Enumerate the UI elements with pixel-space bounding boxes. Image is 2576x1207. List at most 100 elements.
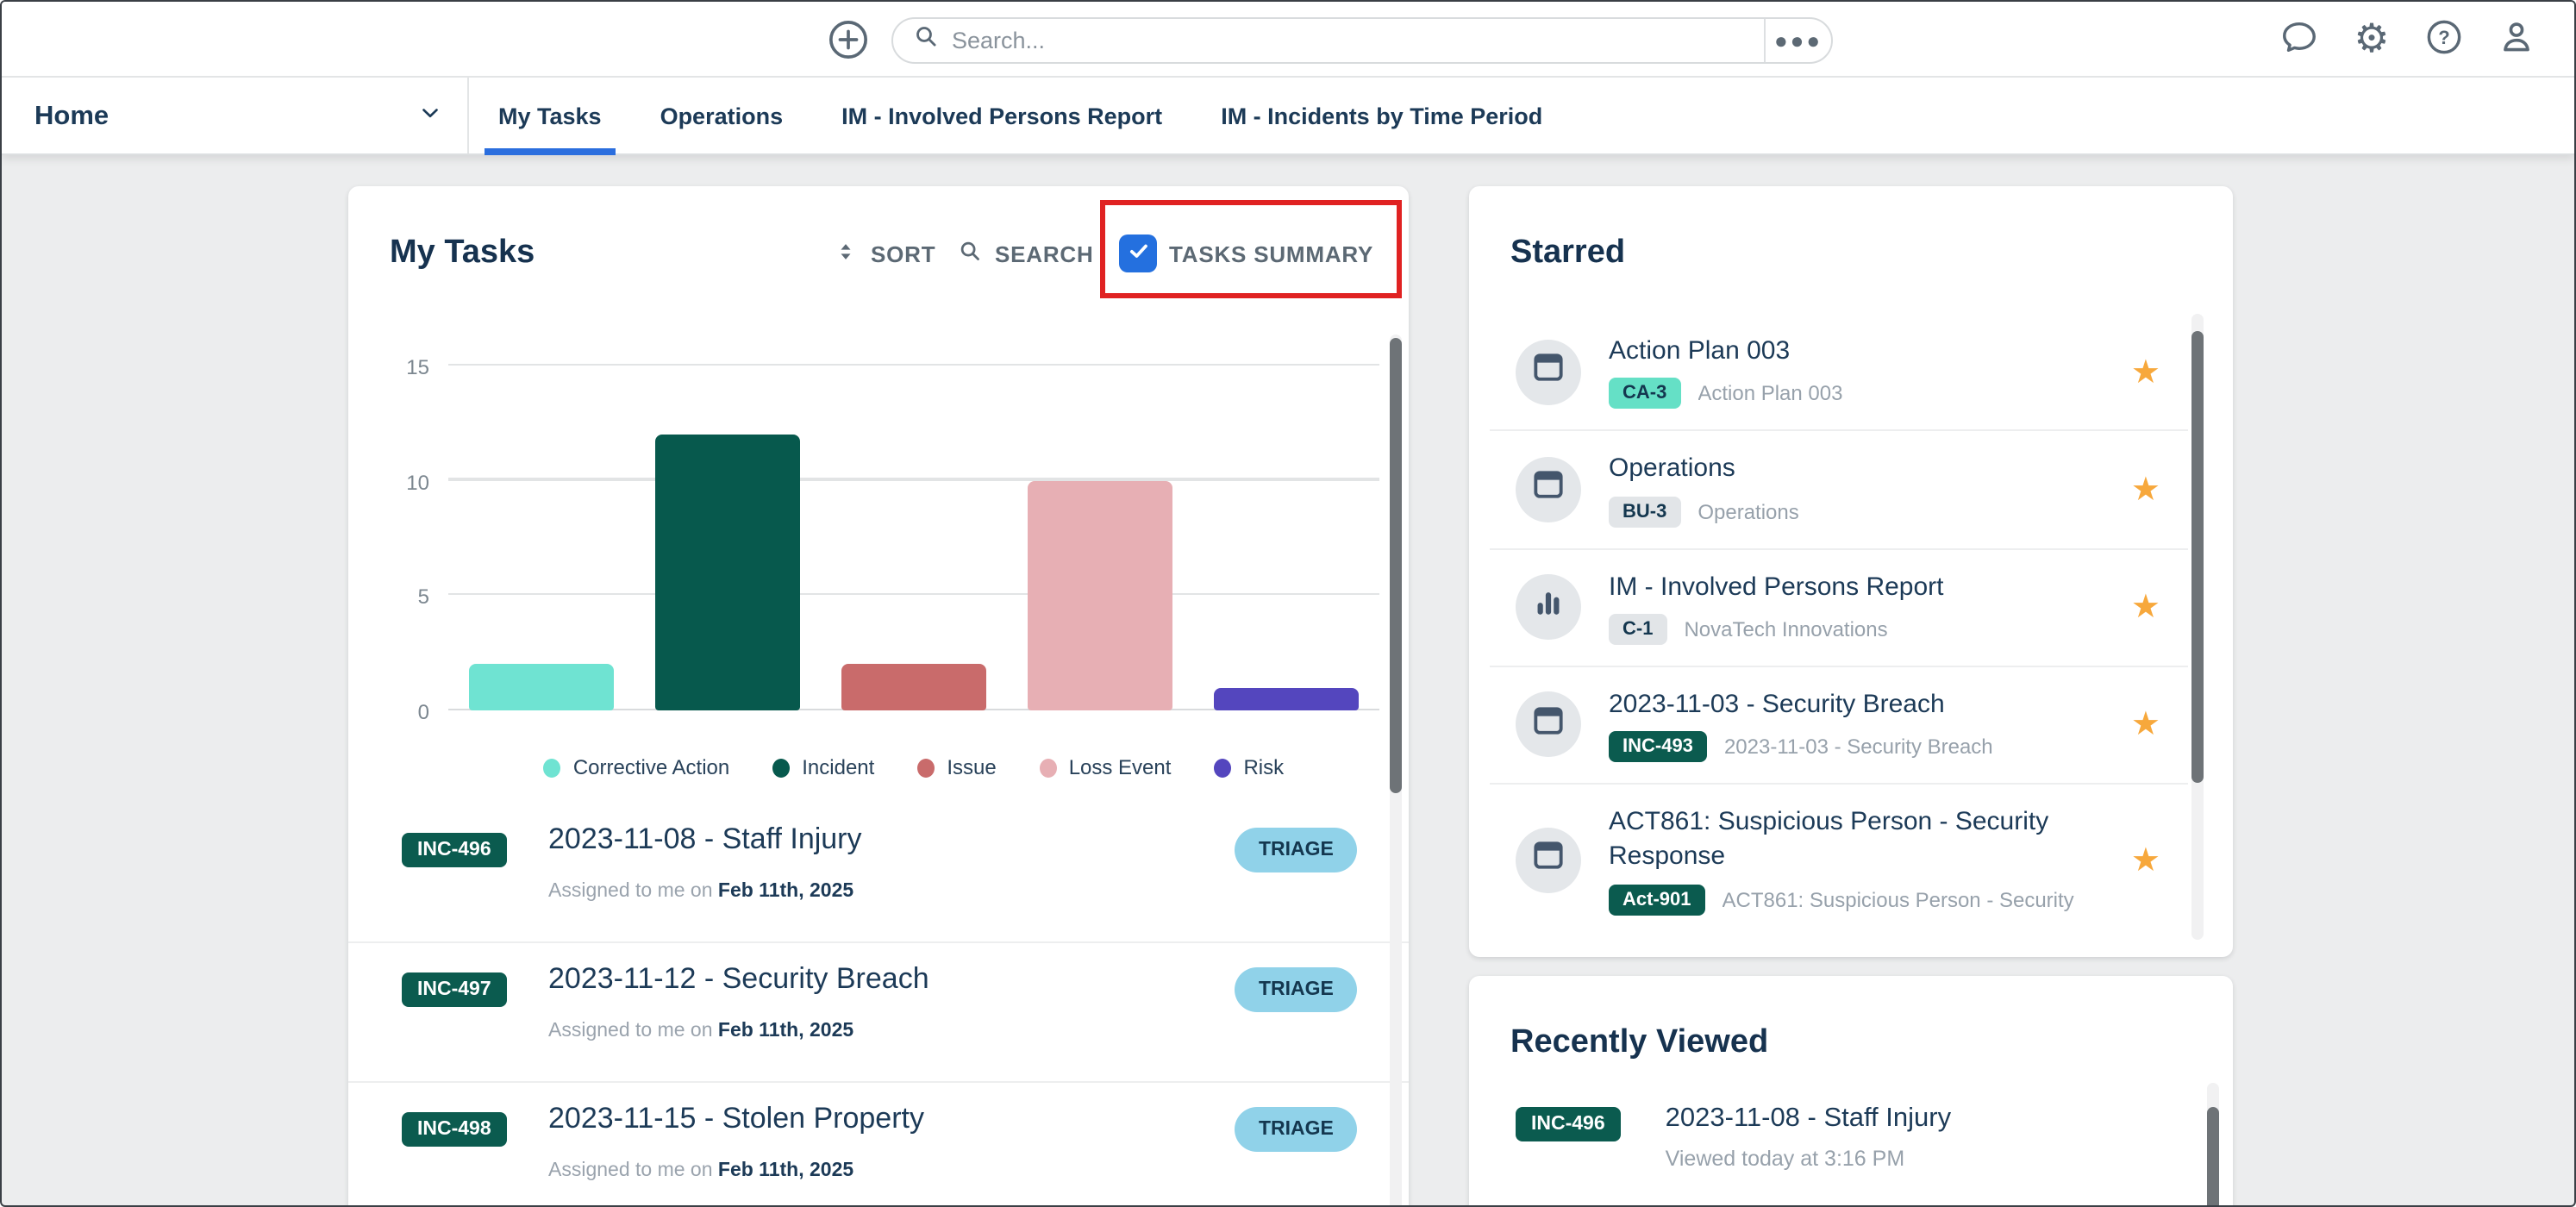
starred-item-subtitle: NovaTech Innovations — [1684, 616, 1888, 641]
legend-dot-icon — [1214, 758, 1232, 777]
task-row[interactable]: INC-497 2023-11-12 - Security Breach Assig… — [348, 943, 1409, 1083]
task-title: 2023-11-12 - Security Breach — [548, 962, 929, 995]
user-icon — [2497, 17, 2536, 62]
bar-issue — [841, 664, 986, 710]
tab-my-tasks[interactable]: My Tasks — [469, 78, 631, 155]
legend-dot-icon — [543, 758, 561, 777]
home-label: Home — [34, 101, 109, 130]
starred-item-meta: INC-493 2023-11-03 - Security Breach — [1609, 731, 2114, 762]
starred-scrollbar-thumb[interactable] — [2191, 331, 2204, 783]
recently-viewed-item[interactable]: INC-496 2023-11-08 - Staff Injury Viewed t… — [1469, 1079, 2233, 1171]
starred-item-subtitle: 2023-11-03 - Security Breach — [1723, 735, 1993, 759]
panel-search-button[interactable]: SEARCH — [957, 235, 1094, 272]
task-title: 2023-11-15 - Stolen Property — [548, 1102, 924, 1135]
star-icon[interactable] — [2131, 706, 2160, 744]
my-tasks-panel: My Tasks SORT SEARCH — [348, 186, 1409, 1205]
starred-item-meta: BU-3 Operations — [1609, 496, 2114, 527]
settings-button[interactable]: ⚙ — [2352, 19, 2392, 59]
starred-item[interactable]: IM - Involved Persons Report C-1 NovaTech … — [1490, 547, 2188, 666]
my-tasks-scrollbar[interactable] — [1390, 335, 1402, 1205]
sort-button[interactable]: SORT — [833, 235, 935, 272]
top-bar: ●●● ⚙ ? — [2, 2, 2574, 78]
bar-corrective-action — [469, 664, 614, 710]
bar-loss-event — [1028, 480, 1172, 710]
tab-im-involved-persons-report[interactable]: IM - Involved Persons Report — [841, 103, 1163, 129]
starred-scrollbar[interactable] — [2191, 314, 2204, 940]
legend-label: Corrective Action — [572, 755, 730, 779]
task-assigned-text: Assigned to me on Feb 11th, 2025 — [548, 881, 854, 902]
window-icon — [1529, 837, 1567, 884]
starred-item-title: Action Plan 003 — [1609, 336, 1791, 366]
avatar — [1516, 339, 1581, 405]
starred-item-title: IM - Involved Persons Report — [1609, 572, 1944, 601]
starred-item[interactable]: Action Plan 003 CA-3 Action Plan 003 — [1490, 314, 2188, 430]
window-icon — [1529, 702, 1567, 748]
starred-item[interactable]: Operations BU-3 Operations — [1490, 429, 2188, 548]
y-tick-label: 5 — [417, 585, 429, 610]
recent-scrollbar-thumb[interactable] — [2207, 1107, 2219, 1205]
avatar — [1516, 691, 1581, 758]
star-icon[interactable] — [2131, 353, 2160, 391]
nav-bar: Home My Tasks Operations IM - Involved Per… — [2, 78, 2574, 155]
legend-dot-icon — [917, 758, 935, 777]
tasks-summary-checkbox[interactable] — [1119, 235, 1157, 272]
search-input[interactable] — [952, 28, 1764, 53]
bar-risk — [1214, 687, 1359, 710]
recent-item-content: 2023-11-08 - Staff Injury Viewed today at… — [1666, 1104, 1951, 1171]
global-search: ●●● — [891, 17, 1833, 64]
tasks-summary-toggle[interactable]: TASKS SUMMARY — [1119, 235, 1373, 272]
status-badge: TRIAGE — [1235, 828, 1358, 872]
home-menu[interactable]: Home — [2, 78, 467, 155]
starred-item-badge: BU-3 — [1609, 496, 1681, 527]
starred-item-content: ACT861: Suspicious Person - Security Res… — [1609, 805, 2114, 915]
starred-item-meta: CA-3 Action Plan 003 — [1609, 378, 2114, 410]
create-button[interactable] — [826, 17, 871, 62]
task-row[interactable]: INC-498 2023-11-15 - Stolen Property Assig… — [348, 1083, 1409, 1205]
chat-button[interactable] — [2279, 20, 2319, 59]
plus-circle-icon — [826, 21, 871, 67]
y-tick-label: 15 — [406, 355, 429, 379]
task-assigned-text: Assigned to me on Feb 11th, 2025 — [548, 1021, 854, 1041]
starred-item[interactable]: 2023-11-03 - Security Breach INC-493 2023-… — [1490, 665, 2188, 784]
task-assigned-date: Feb 11th, 2025 — [717, 1021, 854, 1041]
searchbar-divider — [1764, 19, 1766, 62]
gridline-5 — [448, 592, 1379, 596]
recently-viewed-list: INC-496 2023-11-08 - Staff Injury Viewed t… — [1469, 1079, 2233, 1171]
starred-item-meta: Act-901 ACT861: Suspicious Person - Secur… — [1609, 884, 2114, 915]
search-options-button[interactable]: ●●● — [1766, 19, 1831, 62]
sort-label: SORT — [871, 241, 936, 266]
task-row[interactable]: INC-496 2023-11-08 - Staff Injury Assigned… — [348, 804, 1409, 943]
nav-divider — [467, 78, 469, 153]
bar-incident — [655, 435, 800, 710]
starred-item-content: Action Plan 003 CA-3 Action Plan 003 — [1609, 335, 2114, 410]
recent-ref-badge: INC-496 — [1516, 1107, 1621, 1141]
help-button[interactable]: ? — [2424, 20, 2464, 59]
starred-item-subtitle: Action Plan 003 — [1698, 381, 1843, 406]
star-icon[interactable] — [2131, 471, 2160, 509]
window-icon — [1529, 348, 1567, 395]
starred-panel: Starred Action Plan 003 CA-3 Action Plan 0… — [1469, 186, 2233, 957]
star-icon[interactable] — [2131, 841, 2160, 879]
star-icon[interactable] — [2131, 588, 2160, 626]
my-tasks-title: My Tasks — [390, 235, 535, 271]
y-tick-label: 10 — [406, 470, 429, 495]
avatar — [1516, 456, 1581, 522]
search-icon — [957, 238, 983, 269]
account-button[interactable] — [2497, 20, 2536, 59]
starred-title: Starred — [1510, 235, 1626, 271]
legend-label: Incident — [802, 755, 875, 779]
tab-operations[interactable]: Operations — [660, 103, 784, 129]
my-tasks-scrollbar-thumb[interactable] — [1390, 338, 1402, 793]
chevron-down-icon — [417, 99, 443, 134]
task-assigned-date: Feb 11th, 2025 — [717, 1160, 854, 1181]
legend-item-corrective-action: Corrective Action — [543, 755, 730, 779]
task-title: 2023-11-08 - Staff Injury — [548, 822, 862, 855]
avatar — [1516, 827, 1581, 893]
task-list: INC-496 2023-11-08 - Staff Injury Assigned… — [348, 804, 1409, 1205]
tab-im-incidents-by-time-period[interactable]: IM - Incidents by Time Period — [1221, 103, 1543, 129]
task-ref-badge: INC-496 — [402, 833, 507, 867]
recent-scrollbar[interactable] — [2207, 1083, 2219, 1205]
window-icon — [1529, 466, 1567, 513]
starred-item[interactable]: ACT861: Suspicious Person - Security Res… — [1490, 783, 2188, 935]
